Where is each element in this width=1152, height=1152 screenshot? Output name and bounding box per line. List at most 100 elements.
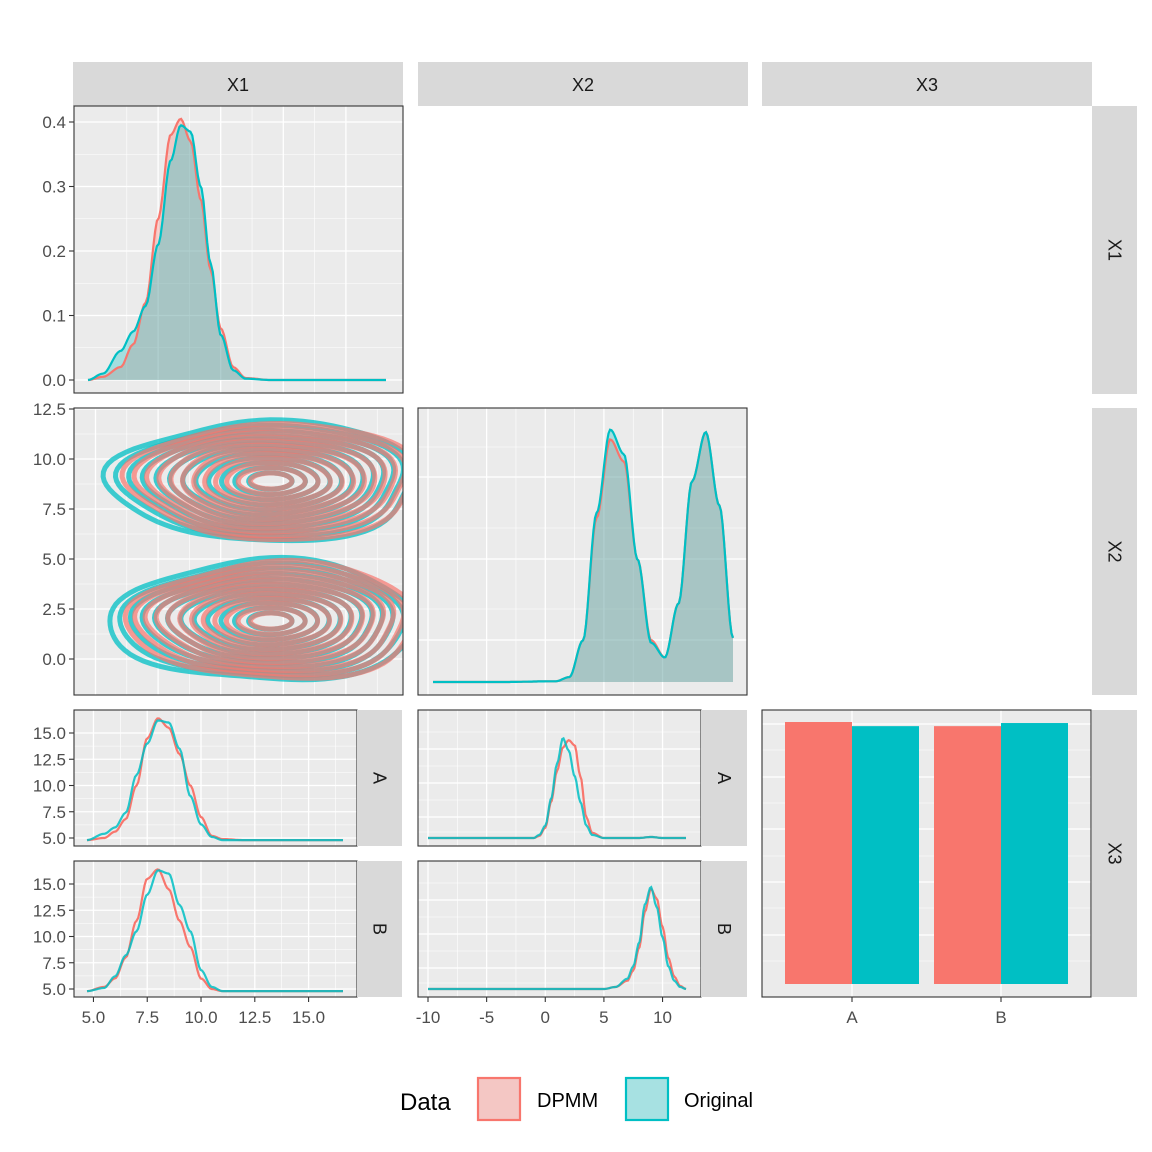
y-tick-label: 12.5 (33, 901, 66, 920)
x-tick-label: -10 (416, 1008, 441, 1027)
contour-dpmm (191, 447, 357, 517)
y-tick-label: 0.0 (42, 371, 66, 390)
strip-facet-a-label: A (370, 772, 390, 784)
legend: Data DPMM Original (400, 1076, 753, 1122)
strip-right-x2-label: X2 (1105, 540, 1125, 562)
x3-category-label: B (995, 1008, 1006, 1027)
y-tick-label: 2.5 (42, 600, 66, 619)
y-tick-label: 7.5 (42, 954, 66, 973)
y-tick-label: 5.0 (42, 829, 66, 848)
contour-dpmm (179, 442, 367, 522)
y-tick-label: 7.5 (42, 803, 66, 822)
density-line-original (433, 428, 735, 684)
y-tick-label: 15.0 (33, 875, 66, 894)
x-tick-label: 12.5 (238, 1008, 271, 1027)
y-tick-label: 12.5 (33, 750, 66, 769)
strip-top-x2-label: X2 (572, 75, 594, 95)
contour-dpmm (119, 420, 403, 542)
legend-key-original (624, 1076, 670, 1122)
contour-dpmm (156, 434, 388, 531)
contour-dpmm (202, 451, 345, 512)
contour-dpmm (165, 578, 376, 665)
strip-right-x2 (1092, 408, 1137, 695)
strip-facet-b (357, 861, 402, 997)
contour-dpmm (131, 425, 403, 539)
contour-dpmm (177, 582, 366, 661)
density-line-original (86, 719, 343, 842)
density-area-original (433, 429, 733, 682)
panel-border (73, 105, 404, 394)
strip-right-x1 (1092, 106, 1137, 394)
y-tick-label: 0.0 (42, 650, 66, 669)
y-tick-label: 5.0 (42, 980, 66, 999)
strip-top-x3-label: X3 (916, 75, 938, 95)
contour-dpmm (213, 455, 333, 507)
y-tick-label: 7.5 (42, 500, 66, 519)
density-line-original (87, 123, 386, 382)
panel-x2-facet-a (418, 710, 701, 846)
y-tick-label: 10.0 (33, 777, 66, 796)
contour-group (100, 417, 403, 683)
contour-dpmm (235, 465, 308, 497)
panel-x2-density (418, 408, 747, 695)
panel-x1-density (74, 106, 403, 393)
density-line-original (428, 736, 686, 840)
panel-border (761, 709, 1092, 998)
strip-top-x2 (418, 62, 748, 106)
strip-facet-b-x2-label: B (714, 923, 734, 935)
density-line-original (86, 869, 343, 993)
y-tick-label: 12.5 (33, 400, 66, 419)
contour-dpmm (132, 563, 403, 677)
panel-border (417, 407, 748, 696)
x-tick-label: 10 (653, 1008, 672, 1027)
y-tick-label: 0.1 (42, 307, 66, 326)
y-tick-label: 10.0 (33, 450, 66, 469)
strip-right-x3 (1092, 710, 1137, 997)
y-tick-label: 0.2 (42, 242, 66, 261)
strip-right-x1-label: X1 (1105, 239, 1125, 261)
x-tick-label: 15.0 (292, 1008, 325, 1027)
bar-dpmm-a (785, 722, 852, 984)
density-area-dpmm (433, 432, 733, 682)
y-tick-label: 5.0 (42, 550, 66, 569)
contour-dpmm (122, 557, 403, 681)
contour-dpmm (235, 605, 308, 637)
strip-facet-a-x2-label: A (714, 772, 734, 784)
contour-dpmm (224, 460, 321, 502)
bar-original-b (1001, 723, 1068, 984)
x3-category-label: A (846, 1008, 858, 1027)
strip-facet-a-x2 (701, 710, 747, 846)
contour-dpmm (248, 470, 295, 492)
density-area-dpmm (88, 118, 386, 381)
x-tick-label: 10.0 (184, 1008, 217, 1027)
x-tick-label: 5 (599, 1008, 608, 1027)
contour-dpmm (188, 587, 355, 657)
legend-title: Data (400, 1089, 451, 1116)
strip-facet-b-x2 (701, 861, 747, 997)
contour-dpmm (212, 596, 333, 647)
bar-dpmm-b (934, 726, 1001, 984)
panel-x2-facet-b (418, 861, 701, 997)
contour-dpmm (143, 430, 399, 535)
legend-label-original: Original (684, 1090, 753, 1112)
contour-dpmm (248, 610, 295, 632)
x-tick-label: -5 (479, 1008, 494, 1027)
x-tick-label: 7.5 (135, 1008, 159, 1027)
contour-dpmm (142, 568, 397, 673)
strip-top-x3 (762, 62, 1092, 106)
strip-facet-b-label: B (370, 923, 390, 935)
x-tick-label: 5.0 (82, 1008, 106, 1027)
density-area-original (88, 125, 386, 380)
density-line-original (428, 885, 687, 991)
contour-dpmm (223, 600, 321, 642)
strip-right-x3-label: X3 (1105, 842, 1125, 864)
strip-top-x1-label: X1 (227, 75, 249, 95)
contour-dpmm (153, 573, 387, 669)
x-tick-label: 0 (541, 1008, 550, 1027)
strip-top-x1 (73, 62, 403, 106)
bar-original-a (852, 726, 919, 984)
y-tick-label: 10.0 (33, 928, 66, 947)
contour-dpmm (200, 591, 344, 652)
y-tick-label: 0.3 (42, 178, 66, 197)
legend-key-dpmm (476, 1076, 522, 1122)
